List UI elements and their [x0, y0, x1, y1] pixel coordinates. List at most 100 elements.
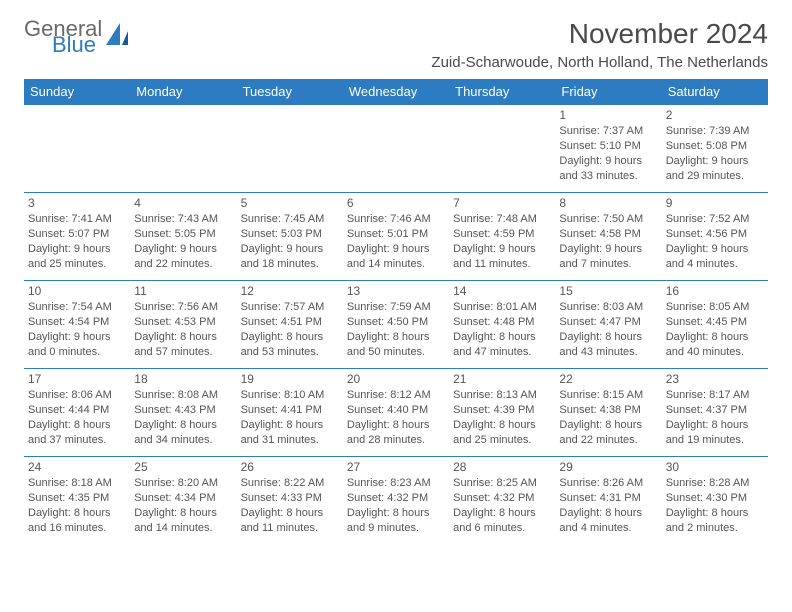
day-info-line: and 31 minutes.: [241, 433, 339, 448]
day-info-line: Daylight: 9 hours: [559, 154, 657, 169]
day-info-line: and 40 minutes.: [666, 345, 764, 360]
header: General Blue November 2024 Zuid-Scharwou…: [24, 18, 768, 71]
day-info-line: Sunset: 4:31 PM: [559, 491, 657, 506]
day-info-line: Sunrise: 7:59 AM: [347, 300, 445, 315]
day-number: 11: [134, 284, 232, 298]
day-header-row: SundayMondayTuesdayWednesdayThursdayFrid…: [24, 79, 768, 105]
day-cell-28: 28Sunrise: 8:25 AMSunset: 4:32 PMDayligh…: [449, 457, 555, 545]
logo: General Blue: [24, 18, 130, 56]
day-info-line: Sunset: 5:07 PM: [28, 227, 126, 242]
day-info-line: and 29 minutes.: [666, 169, 764, 184]
day-info-line: and 34 minutes.: [134, 433, 232, 448]
day-info-line: Sunrise: 7:37 AM: [559, 124, 657, 139]
day-info-line: Sunrise: 8:18 AM: [28, 476, 126, 491]
day-header-friday: Friday: [555, 79, 661, 105]
day-number: 7: [453, 196, 551, 210]
week-row: 3Sunrise: 7:41 AMSunset: 5:07 PMDaylight…: [24, 193, 768, 281]
day-info-line: Sunrise: 7:50 AM: [559, 212, 657, 227]
day-number: 21: [453, 372, 551, 386]
day-info-line: Sunset: 4:30 PM: [666, 491, 764, 506]
day-number: 18: [134, 372, 232, 386]
day-info-line: and 7 minutes.: [559, 257, 657, 272]
day-info-line: Daylight: 9 hours: [241, 242, 339, 257]
empty-cell: [449, 105, 555, 193]
day-info-line: Sunset: 4:43 PM: [134, 403, 232, 418]
day-info-line: Sunset: 5:03 PM: [241, 227, 339, 242]
day-cell-12: 12Sunrise: 7:57 AMSunset: 4:51 PMDayligh…: [237, 281, 343, 369]
day-cell-20: 20Sunrise: 8:12 AMSunset: 4:40 PMDayligh…: [343, 369, 449, 457]
day-info-line: Daylight: 8 hours: [666, 418, 764, 433]
day-number: 29: [559, 460, 657, 474]
day-number: 19: [241, 372, 339, 386]
week-row: 17Sunrise: 8:06 AMSunset: 4:44 PMDayligh…: [24, 369, 768, 457]
title-block: November 2024 Zuid-Scharwoude, North Hol…: [431, 18, 768, 71]
day-cell-30: 30Sunrise: 8:28 AMSunset: 4:30 PMDayligh…: [662, 457, 768, 545]
day-info-line: and 14 minutes.: [347, 257, 445, 272]
day-info-line: and 28 minutes.: [347, 433, 445, 448]
day-info-line: Sunset: 4:33 PM: [241, 491, 339, 506]
day-info-line: Sunrise: 8:05 AM: [666, 300, 764, 315]
day-cell-29: 29Sunrise: 8:26 AMSunset: 4:31 PMDayligh…: [555, 457, 661, 545]
day-info-line: Sunset: 4:32 PM: [347, 491, 445, 506]
day-info-line: Daylight: 8 hours: [453, 330, 551, 345]
day-info-line: Daylight: 8 hours: [347, 506, 445, 521]
day-info-line: Daylight: 8 hours: [666, 506, 764, 521]
day-info-line: and 19 minutes.: [666, 433, 764, 448]
day-info-line: Sunset: 4:39 PM: [453, 403, 551, 418]
day-info-line: Sunrise: 8:03 AM: [559, 300, 657, 315]
day-info-line: Daylight: 8 hours: [559, 506, 657, 521]
day-info-line: Sunset: 4:51 PM: [241, 315, 339, 330]
empty-cell: [24, 105, 130, 193]
day-cell-4: 4Sunrise: 7:43 AMSunset: 5:05 PMDaylight…: [130, 193, 236, 281]
day-info-line: Sunset: 5:08 PM: [666, 139, 764, 154]
day-info-line: Sunset: 4:59 PM: [453, 227, 551, 242]
day-number: 15: [559, 284, 657, 298]
day-cell-8: 8Sunrise: 7:50 AMSunset: 4:58 PMDaylight…: [555, 193, 661, 281]
day-info-line: and 37 minutes.: [28, 433, 126, 448]
day-number: 22: [559, 372, 657, 386]
day-cell-27: 27Sunrise: 8:23 AMSunset: 4:32 PMDayligh…: [343, 457, 449, 545]
day-info-line: and 9 minutes.: [347, 521, 445, 536]
day-info-line: Sunrise: 8:28 AM: [666, 476, 764, 491]
day-info-line: Daylight: 9 hours: [453, 242, 551, 257]
day-cell-22: 22Sunrise: 8:15 AMSunset: 4:38 PMDayligh…: [555, 369, 661, 457]
day-number: 26: [241, 460, 339, 474]
day-info-line: Daylight: 8 hours: [347, 330, 445, 345]
day-info-line: Sunset: 4:53 PM: [134, 315, 232, 330]
day-cell-2: 2Sunrise: 7:39 AMSunset: 5:08 PMDaylight…: [662, 105, 768, 193]
day-info-line: Sunrise: 7:56 AM: [134, 300, 232, 315]
day-number: 10: [28, 284, 126, 298]
day-number: 14: [453, 284, 551, 298]
day-info-line: Daylight: 8 hours: [453, 418, 551, 433]
month-title: November 2024: [431, 18, 768, 50]
day-info-line: and 22 minutes.: [559, 433, 657, 448]
day-info-line: and 33 minutes.: [559, 169, 657, 184]
day-info-line: Daylight: 8 hours: [28, 506, 126, 521]
day-info-line: Sunrise: 8:25 AM: [453, 476, 551, 491]
day-info-line: Sunrise: 8:06 AM: [28, 388, 126, 403]
day-info-line: Daylight: 9 hours: [347, 242, 445, 257]
day-cell-18: 18Sunrise: 8:08 AMSunset: 4:43 PMDayligh…: [130, 369, 236, 457]
day-number: 3: [28, 196, 126, 210]
day-number: 8: [559, 196, 657, 210]
day-info-line: Sunset: 4:34 PM: [134, 491, 232, 506]
day-cell-25: 25Sunrise: 8:20 AMSunset: 4:34 PMDayligh…: [130, 457, 236, 545]
day-info-line: Sunrise: 7:43 AM: [134, 212, 232, 227]
logo-word-blue: Blue: [52, 34, 102, 56]
calendar-table: SundayMondayTuesdayWednesdayThursdayFrid…: [24, 79, 768, 545]
day-info-line: Daylight: 8 hours: [559, 330, 657, 345]
day-cell-24: 24Sunrise: 8:18 AMSunset: 4:35 PMDayligh…: [24, 457, 130, 545]
day-info-line: Sunset: 4:58 PM: [559, 227, 657, 242]
day-cell-1: 1Sunrise: 7:37 AMSunset: 5:10 PMDaylight…: [555, 105, 661, 193]
day-number: 23: [666, 372, 764, 386]
day-cell-13: 13Sunrise: 7:59 AMSunset: 4:50 PMDayligh…: [343, 281, 449, 369]
day-info-line: Sunset: 5:01 PM: [347, 227, 445, 242]
day-info-line: Sunrise: 8:12 AM: [347, 388, 445, 403]
day-number: 12: [241, 284, 339, 298]
day-info-line: Sunrise: 7:54 AM: [28, 300, 126, 315]
day-info-line: Sunrise: 8:13 AM: [453, 388, 551, 403]
day-info-line: Daylight: 8 hours: [134, 418, 232, 433]
day-info-line: Daylight: 8 hours: [453, 506, 551, 521]
day-cell-10: 10Sunrise: 7:54 AMSunset: 4:54 PMDayligh…: [24, 281, 130, 369]
day-number: 9: [666, 196, 764, 210]
